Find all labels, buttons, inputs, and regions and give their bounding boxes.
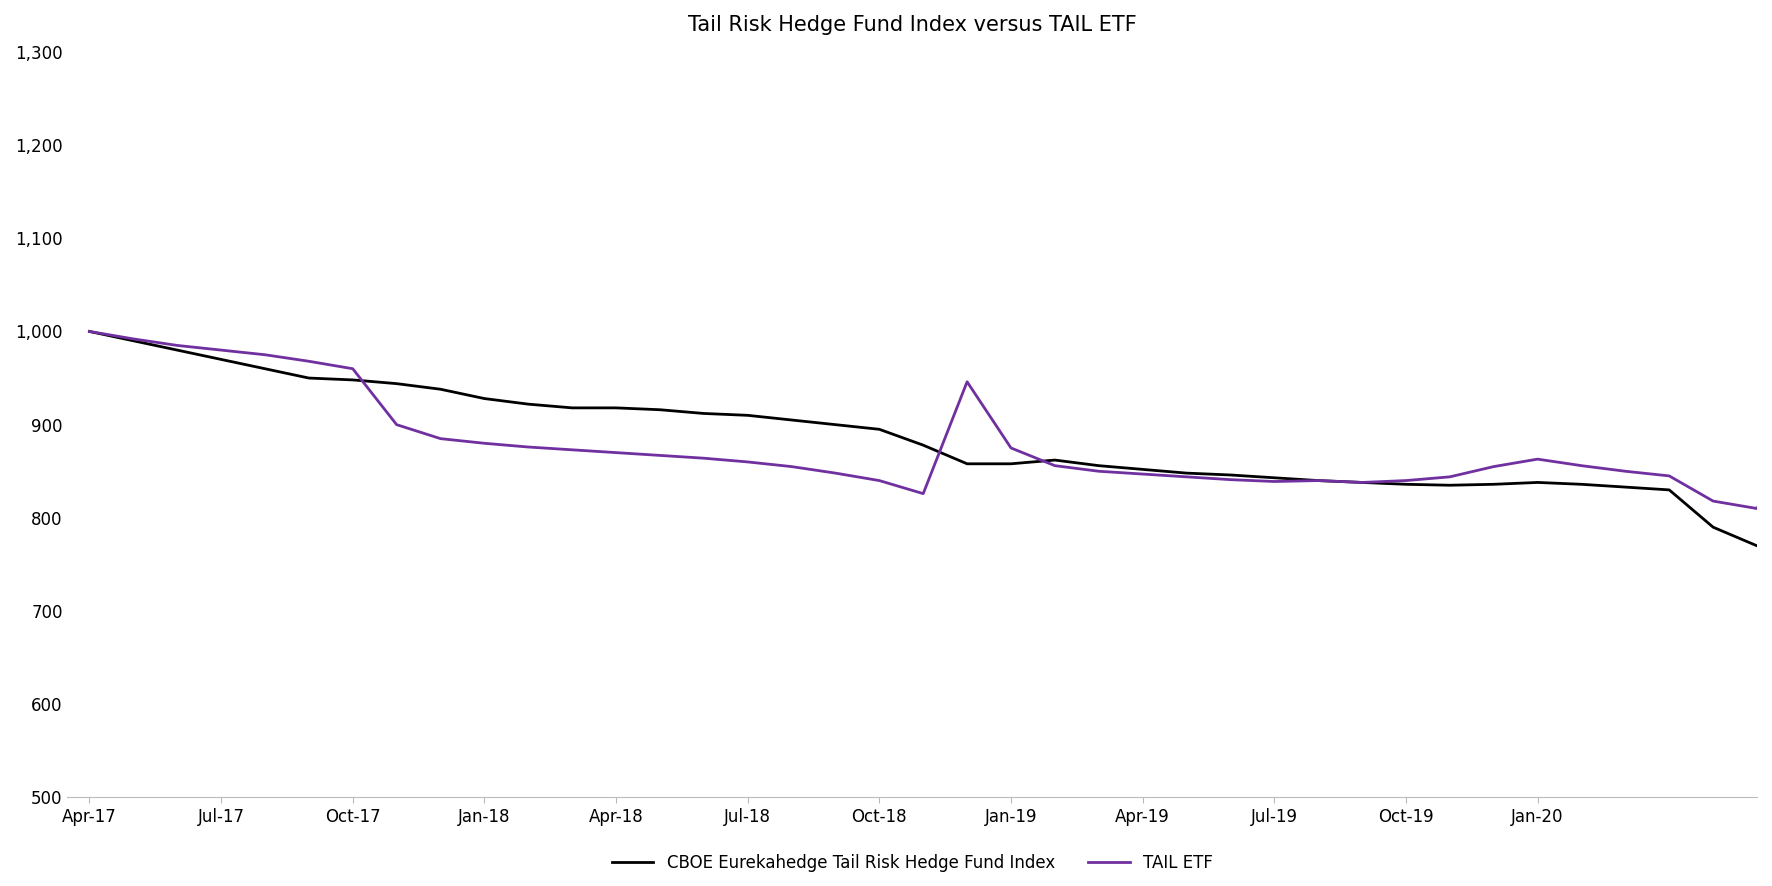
- TAIL ETF: [1352, 478, 1373, 488]
- CBOE Eurekahedge Tail Risk Hedge Fund Index: [781, 415, 803, 425]
- TAIL ETF: [517, 442, 539, 453]
- TAIL ETF: [211, 345, 232, 355]
- CBOE Eurekahedge Tail Risk Hedge Fund Index: [1177, 468, 1198, 478]
- CBOE Eurekahedge Tail Risk Hedge Fund Index: [1132, 464, 1154, 475]
- CBOE Eurekahedge Tail Risk Hedge Fund Index: [255, 363, 276, 374]
- CBOE Eurekahedge Tail Risk Hedge Fund Index: [562, 402, 583, 413]
- TAIL ETF: [122, 334, 144, 345]
- CBOE Eurekahedge Tail Risk Hedge Fund Index: [1614, 482, 1636, 493]
- CBOE Eurekahedge Tail Risk Hedge Fund Index: [431, 384, 452, 394]
- TAIL ETF: [781, 462, 803, 472]
- TAIL ETF: [737, 456, 758, 467]
- TAIL ETF: [1044, 461, 1065, 471]
- CBOE Eurekahedge Tail Risk Hedge Fund Index: [649, 404, 670, 415]
- TAIL ETF: [1001, 443, 1022, 454]
- TAIL ETF: [957, 377, 978, 387]
- TAIL ETF: [606, 447, 627, 458]
- CBOE Eurekahedge Tail Risk Hedge Fund Index: [1703, 522, 1724, 532]
- TAIL ETF: [255, 349, 276, 360]
- CBOE Eurekahedge Tail Risk Hedge Fund Index: [1044, 455, 1065, 465]
- CBOE Eurekahedge Tail Risk Hedge Fund Index: [957, 458, 978, 469]
- TAIL ETF: [1439, 471, 1460, 482]
- TAIL ETF: [1219, 474, 1240, 485]
- CBOE Eurekahedge Tail Risk Hedge Fund Index: [1439, 480, 1460, 491]
- TAIL ETF: [1527, 454, 1549, 464]
- TAIL ETF: [693, 453, 714, 463]
- TAIL ETF: [1614, 466, 1636, 477]
- CBOE Eurekahedge Tail Risk Hedge Fund Index: [1088, 461, 1109, 471]
- TAIL ETF: [167, 340, 188, 351]
- CBOE Eurekahedge Tail Risk Hedge Fund Index: [473, 393, 494, 404]
- CBOE Eurekahedge Tail Risk Hedge Fund Index: [1001, 458, 1022, 469]
- TAIL ETF: [868, 475, 890, 486]
- TAIL ETF: [298, 356, 319, 367]
- TAIL ETF: [824, 468, 845, 478]
- CBOE Eurekahedge Tail Risk Hedge Fund Index: [386, 378, 408, 389]
- CBOE Eurekahedge Tail Risk Hedge Fund Index: [1352, 478, 1373, 488]
- TAIL ETF: [562, 445, 583, 455]
- CBOE Eurekahedge Tail Risk Hedge Fund Index: [1263, 472, 1285, 483]
- TAIL ETF: [1747, 503, 1768, 514]
- CBOE Eurekahedge Tail Risk Hedge Fund Index: [737, 410, 758, 421]
- CBOE Eurekahedge Tail Risk Hedge Fund Index: [342, 375, 363, 385]
- TAIL ETF: [78, 326, 99, 337]
- TAIL ETF: [1483, 462, 1504, 472]
- TAIL ETF: [1308, 475, 1329, 486]
- CBOE Eurekahedge Tail Risk Hedge Fund Index: [298, 373, 319, 384]
- Title: Tail Risk Hedge Fund Index versus TAIL ETF: Tail Risk Hedge Fund Index versus TAIL E…: [688, 15, 1136, 35]
- Line: CBOE Eurekahedge Tail Risk Hedge Fund Index: CBOE Eurekahedge Tail Risk Hedge Fund In…: [89, 117, 1772, 546]
- CBOE Eurekahedge Tail Risk Hedge Fund Index: [1527, 478, 1549, 488]
- CBOE Eurekahedge Tail Risk Hedge Fund Index: [913, 439, 934, 450]
- CBOE Eurekahedge Tail Risk Hedge Fund Index: [167, 345, 188, 355]
- TAIL ETF: [342, 363, 363, 374]
- CBOE Eurekahedge Tail Risk Hedge Fund Index: [606, 402, 627, 413]
- CBOE Eurekahedge Tail Risk Hedge Fund Index: [78, 326, 99, 337]
- CBOE Eurekahedge Tail Risk Hedge Fund Index: [211, 354, 232, 365]
- TAIL ETF: [1703, 496, 1724, 507]
- TAIL ETF: [1263, 476, 1285, 486]
- CBOE Eurekahedge Tail Risk Hedge Fund Index: [1747, 540, 1768, 551]
- TAIL ETF: [1570, 461, 1591, 471]
- TAIL ETF: [431, 433, 452, 444]
- CBOE Eurekahedge Tail Risk Hedge Fund Index: [122, 336, 144, 346]
- TAIL ETF: [1088, 466, 1109, 477]
- TAIL ETF: [473, 438, 494, 448]
- CBOE Eurekahedge Tail Risk Hedge Fund Index: [1483, 479, 1504, 490]
- CBOE Eurekahedge Tail Risk Hedge Fund Index: [693, 408, 714, 419]
- CBOE Eurekahedge Tail Risk Hedge Fund Index: [1659, 485, 1680, 495]
- Legend: CBOE Eurekahedge Tail Risk Hedge Fund Index, TAIL ETF: CBOE Eurekahedge Tail Risk Hedge Fund In…: [604, 847, 1219, 879]
- CBOE Eurekahedge Tail Risk Hedge Fund Index: [1395, 479, 1416, 490]
- Line: TAIL ETF: TAIL ETF: [89, 331, 1772, 509]
- CBOE Eurekahedge Tail Risk Hedge Fund Index: [868, 424, 890, 435]
- TAIL ETF: [913, 488, 934, 499]
- TAIL ETF: [649, 450, 670, 461]
- TAIL ETF: [386, 419, 408, 430]
- TAIL ETF: [1132, 469, 1154, 479]
- CBOE Eurekahedge Tail Risk Hedge Fund Index: [517, 399, 539, 409]
- CBOE Eurekahedge Tail Risk Hedge Fund Index: [824, 419, 845, 430]
- CBOE Eurekahedge Tail Risk Hedge Fund Index: [1570, 479, 1591, 490]
- TAIL ETF: [1659, 470, 1680, 481]
- CBOE Eurekahedge Tail Risk Hedge Fund Index: [1219, 470, 1240, 480]
- TAIL ETF: [1395, 475, 1416, 486]
- CBOE Eurekahedge Tail Risk Hedge Fund Index: [1308, 475, 1329, 486]
- TAIL ETF: [1177, 471, 1198, 482]
